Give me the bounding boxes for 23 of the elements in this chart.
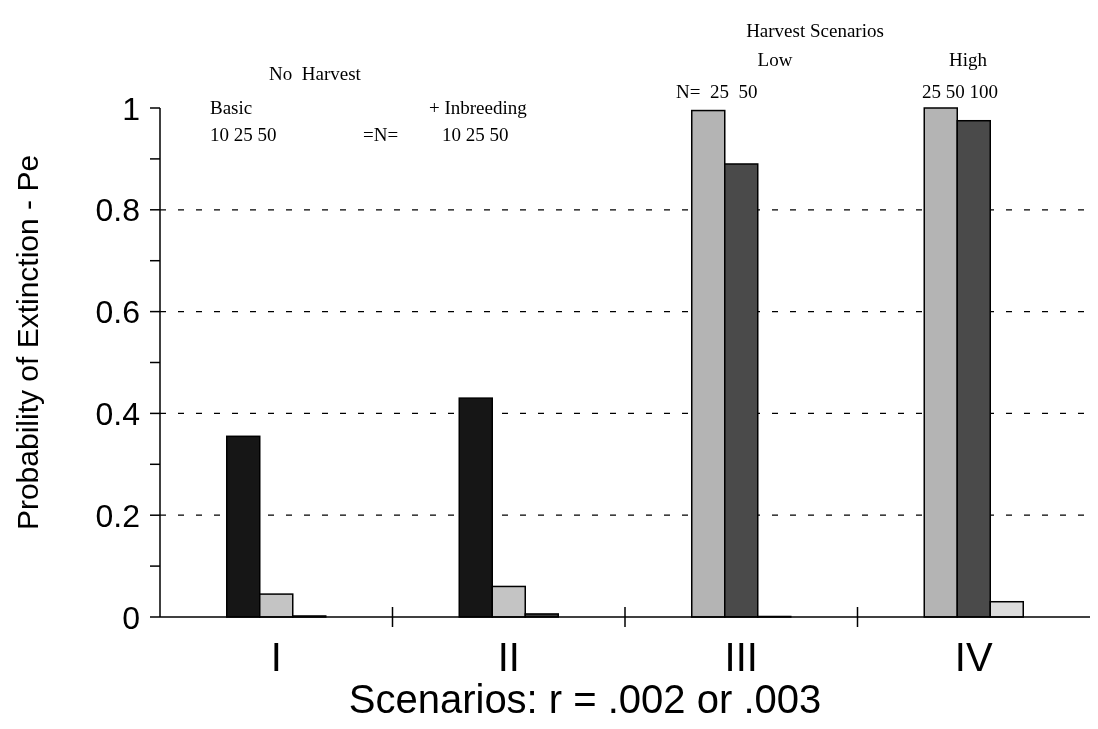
y-tick-label: 0.4 bbox=[95, 395, 140, 432]
y-tick-label: 1 bbox=[122, 90, 140, 127]
text: Harvest Scenarios bbox=[746, 20, 884, 42]
y-tick-label: 0 bbox=[122, 599, 140, 636]
text: No Harvest bbox=[269, 63, 362, 85]
x-tick-label: I bbox=[270, 635, 282, 679]
annotation: 10 25 50 bbox=[210, 124, 277, 146]
text: High bbox=[949, 49, 988, 71]
x-axis-title: Scenarios: r = .002 or .003 bbox=[348, 677, 822, 721]
y-axis-title: Probability of Extinction - Pe bbox=[11, 154, 44, 531]
annotation: 10 25 50 bbox=[442, 124, 509, 146]
x-tick-label: II bbox=[497, 635, 520, 679]
y-tick-label: 0.2 bbox=[95, 497, 140, 534]
annotation: =N= bbox=[363, 124, 399, 146]
y-tick-label: 0.6 bbox=[95, 294, 140, 331]
annotation: Basic bbox=[210, 97, 253, 119]
text: 25 50 100 bbox=[922, 81, 998, 103]
x-tick-label: III bbox=[724, 635, 758, 679]
x-tick-label: IV bbox=[954, 635, 993, 679]
annotation: + Inbreeding bbox=[429, 97, 528, 119]
text: Low bbox=[757, 49, 793, 71]
y-tick-label: 0.8 bbox=[95, 192, 140, 229]
text: N= 25 50 bbox=[676, 81, 758, 103]
